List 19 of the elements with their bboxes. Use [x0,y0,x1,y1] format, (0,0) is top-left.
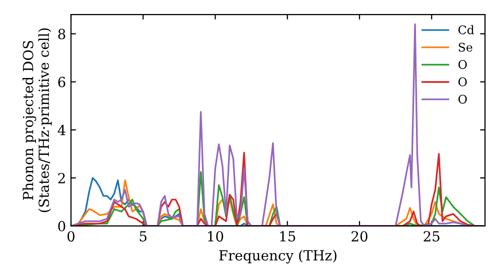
x-tick-label: 10 [208,231,224,242]
legend-label: O [458,94,467,104]
x-axis-title: Frequency (THz) [219,250,336,264]
x-tick-label: 20 [352,231,368,242]
x-tick-label: 0 [67,231,74,242]
y-tick-label: 6 [58,76,66,88]
legend-label: O [458,60,467,69]
y-tick-label: 4 [58,124,66,136]
legend-label: O [458,77,467,86]
y-tick-label: 2 [58,172,65,184]
y-tick-label: 8 [58,28,66,40]
x-tick-label: 25 [424,231,440,242]
legend-label: Cd [458,25,474,34]
y-tick-label: 0 [58,220,66,232]
line-series [71,23,483,226]
x-tick-label: 5 [140,231,146,242]
legend-label: Se [458,42,472,52]
x-tick-label: 15 [280,231,296,242]
y-axis-title: Phonon projected DOS (States/THz·primitive cell) [22,28,52,212]
